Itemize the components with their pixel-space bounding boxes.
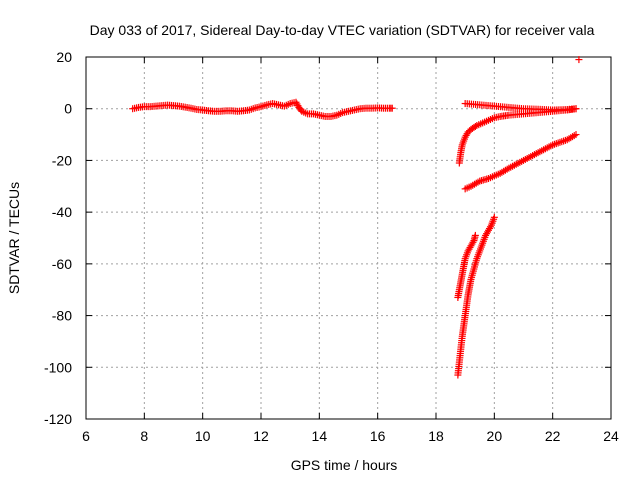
data-points: [129, 56, 583, 379]
x-tick-label: 10: [195, 428, 211, 444]
x-tick-label: 8: [140, 428, 148, 444]
y-axis-label: SDTVAR / TECUs: [6, 182, 22, 294]
data-point-marker: [572, 105, 580, 113]
data-point-marker: [572, 131, 580, 139]
y-axis-ticks: -120 -100 -80 -60 -40 -20 0 20: [44, 49, 611, 427]
y-tick-label: -60: [52, 256, 72, 272]
x-tick-label: 14: [312, 428, 328, 444]
data-point-marker: [486, 223, 494, 231]
y-tick-label: 0: [64, 101, 72, 117]
x-tick-label: 12: [253, 428, 269, 444]
x-tick-label: 24: [603, 428, 619, 444]
y-tick-label: 20: [56, 49, 72, 65]
chart-title: Day 033 of 2017, Sidereal Day-to-day VTE…: [90, 22, 595, 38]
x-axis-ticks: 6 8 10 12 14 16 18 20 22 24: [82, 57, 619, 444]
plot-frame: [85, 56, 612, 420]
data-point-marker: [471, 231, 479, 239]
x-tick-label: 18: [428, 428, 444, 444]
data-point-marker: [490, 213, 498, 221]
x-tick-label: 22: [545, 428, 561, 444]
y-tick-label: -100: [44, 359, 72, 375]
data-point-marker: [469, 238, 477, 246]
data-point-marker: [575, 56, 583, 64]
y-tick-label: -40: [52, 204, 72, 220]
x-tick-label: 6: [82, 428, 90, 444]
x-axis-label: GPS time / hours: [291, 457, 398, 473]
data-point-marker: [388, 104, 396, 112]
y-tick-label: -80: [52, 308, 72, 324]
y-tick-label: -20: [52, 152, 72, 168]
x-tick-label: 16: [370, 428, 386, 444]
y-tick-label: -120: [44, 411, 72, 427]
x-tick-label: 20: [487, 428, 503, 444]
